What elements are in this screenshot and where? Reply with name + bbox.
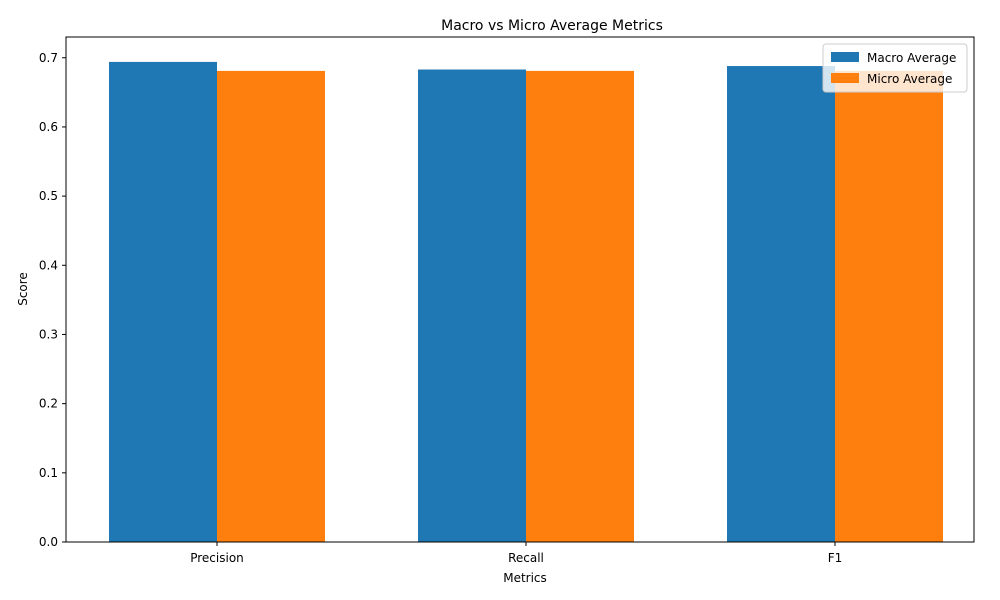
y-tick-label: 0.2 (39, 397, 58, 411)
y-tick-label: 0.3 (39, 327, 58, 341)
chart-title: Macro vs Micro Average Metrics (441, 18, 663, 34)
legend-label: Macro Average (867, 51, 956, 65)
bar-macro-average-recall (418, 69, 526, 542)
y-tick-label: 0.1 (39, 466, 58, 480)
y-tick-label: 0.7 (39, 51, 58, 65)
y-axis-label: Score (16, 272, 30, 306)
y-tick-label: 0.6 (39, 120, 58, 134)
bar-micro-average-precision (217, 70, 325, 542)
bar-micro-average-recall (526, 70, 634, 542)
x-axis-ticks: Precision Recall F1 (190, 542, 842, 565)
bar-micro-average-f1 (835, 70, 943, 542)
plot-frame (65, 36, 975, 543)
legend: Macro Average Micro Average (822, 43, 968, 93)
bar-macro-average-f1 (727, 66, 835, 542)
y-tick-label: 0.4 (39, 258, 58, 272)
legend-swatch (831, 52, 859, 62)
legend-label: Micro Average (867, 72, 952, 86)
x-tick-label: Recall (508, 551, 544, 565)
y-axis-ticks: 0.0 0.1 0.2 0.3 0.4 0.5 0.6 0.7 (39, 51, 66, 549)
bars-group (109, 61, 943, 542)
x-axis-label: Metrics (503, 571, 547, 585)
bar-macro-average-precision (109, 61, 217, 542)
y-tick-label: 0.5 (39, 189, 58, 203)
y-tick-label: 0.0 (39, 535, 58, 549)
x-tick-label: Precision (190, 551, 244, 565)
x-tick-label: F1 (828, 551, 843, 565)
legend-swatch (831, 73, 859, 83)
